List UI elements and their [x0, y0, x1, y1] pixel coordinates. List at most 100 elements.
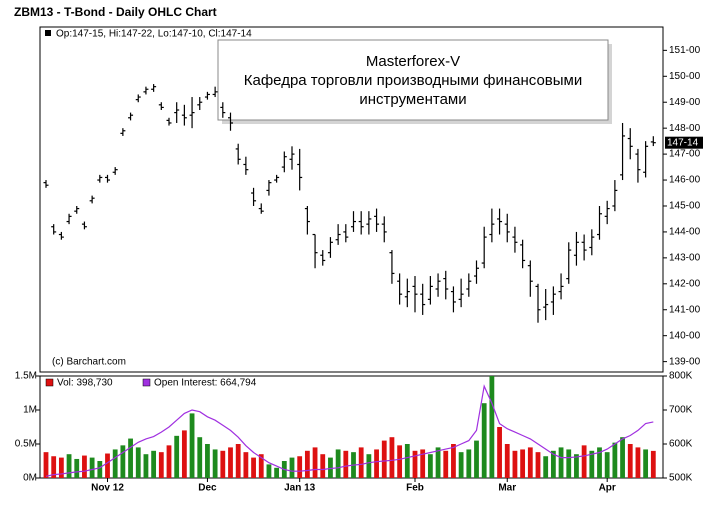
x-tick-label: Nov 12 — [91, 483, 124, 494]
x-tick-label: Dec — [198, 483, 217, 494]
y-tick-label: 139-00 — [669, 356, 701, 367]
legend-swatch — [142, 378, 151, 387]
volume-bar — [481, 403, 487, 478]
volume-bar — [243, 452, 249, 478]
volume-bar — [474, 440, 479, 478]
volume-bar — [51, 456, 57, 478]
volume-bar — [389, 437, 395, 478]
y-tick-label: 147-00 — [669, 149, 701, 160]
volume-bar — [58, 457, 64, 478]
volume-bar — [205, 444, 210, 478]
volume-bar — [635, 447, 641, 478]
volume-bar — [66, 454, 72, 478]
y2-tick-label: 500K — [669, 473, 693, 484]
volume-bar — [74, 458, 80, 478]
y2-tick-label: 700K — [669, 405, 693, 416]
volume-bar — [304, 450, 310, 478]
y-tick-label: 149-00 — [669, 97, 701, 108]
volume-bar — [343, 450, 349, 478]
volume-bar — [89, 457, 95, 478]
volume-bar — [151, 450, 157, 478]
volume-bar — [504, 444, 510, 478]
y2-tick-label: 800K — [669, 371, 693, 382]
volume-bar — [412, 450, 418, 478]
volume-bar — [427, 454, 433, 478]
watermark: (c) Barchart.com — [52, 357, 126, 368]
volume-bar — [550, 450, 556, 478]
volume-bar — [128, 438, 133, 478]
volume-bar — [297, 456, 303, 478]
volume-bar — [466, 449, 472, 478]
volume-bar — [328, 457, 333, 478]
y-tick-label: 1M — [23, 405, 37, 416]
volume-bar — [320, 454, 326, 478]
volume-bar — [174, 435, 180, 478]
volume-bar — [228, 447, 233, 478]
volume-bar — [112, 449, 118, 478]
volume-bar — [120, 445, 126, 478]
volume-bar — [627, 444, 633, 478]
volume-bar — [197, 437, 203, 478]
volume-bar — [212, 449, 218, 478]
volume-bar — [235, 444, 241, 478]
volume-bar — [358, 447, 364, 478]
volume-bar — [143, 454, 149, 478]
volume-bar — [650, 450, 656, 478]
volume-bar — [451, 444, 456, 478]
volume-bar — [381, 440, 387, 478]
volume-bar — [189, 413, 195, 478]
volume-bar — [166, 445, 172, 478]
volume-bar — [458, 452, 464, 478]
volume-bar — [597, 447, 602, 478]
volume-bar — [366, 454, 372, 478]
last-price-label: 147-14 — [667, 137, 699, 148]
volume-bar — [420, 449, 426, 478]
volume-bar — [435, 447, 441, 478]
volume-bar — [497, 427, 502, 478]
volume-bar — [643, 449, 649, 478]
volume-bar — [604, 452, 610, 478]
open-interest-line — [45, 384, 654, 477]
y-tick-label: 145-00 — [669, 201, 701, 212]
y-tick-label: 144-00 — [669, 227, 701, 238]
volume-bar — [335, 449, 341, 478]
y-tick-label: 150-00 — [669, 71, 701, 82]
volume-bar — [220, 450, 226, 478]
volume-bar — [574, 454, 579, 478]
volume-bar — [520, 449, 526, 478]
volume-bar — [158, 452, 164, 478]
x-tick-label: Feb — [406, 483, 424, 494]
y-tick-label: 148-00 — [669, 123, 701, 134]
volume-bar — [105, 453, 110, 478]
volume-bar — [312, 447, 318, 478]
volume-bar — [558, 447, 564, 478]
last-price-box — [665, 136, 703, 149]
annotation-line: Masterforex-V — [366, 53, 460, 70]
volume-bar — [527, 447, 533, 478]
legend-label: Open Interest: 664,794 — [154, 378, 257, 389]
volume-bar — [443, 450, 449, 478]
legend-swatch — [45, 378, 54, 387]
ohlc-marker — [45, 30, 51, 36]
volume-bar — [251, 457, 256, 478]
volume-bar — [97, 461, 103, 478]
volume-bar — [404, 444, 410, 478]
x-tick-label: Jan 13 — [284, 483, 316, 494]
y-tick-label: 0.5M — [15, 439, 37, 450]
y-tick-label: 1.5M — [15, 371, 37, 382]
y-tick-label: 141-00 — [669, 304, 701, 315]
y-tick-label: 140-00 — [669, 330, 701, 341]
volume-bar — [289, 457, 295, 478]
volume-bar — [258, 454, 264, 478]
volume-bar — [512, 450, 518, 478]
y-tick-label: 142-00 — [669, 278, 701, 289]
x-tick-label: Mar — [498, 483, 516, 494]
y-tick-label: 143-00 — [669, 253, 701, 264]
volume-bar — [266, 464, 272, 478]
volume-bar — [397, 445, 403, 478]
volume-bar — [589, 450, 595, 478]
legend-label: Vol: 398,730 — [57, 378, 113, 389]
volume-bar — [43, 452, 49, 478]
y-tick-label: 146-00 — [669, 175, 701, 186]
volume-bar — [135, 447, 141, 478]
